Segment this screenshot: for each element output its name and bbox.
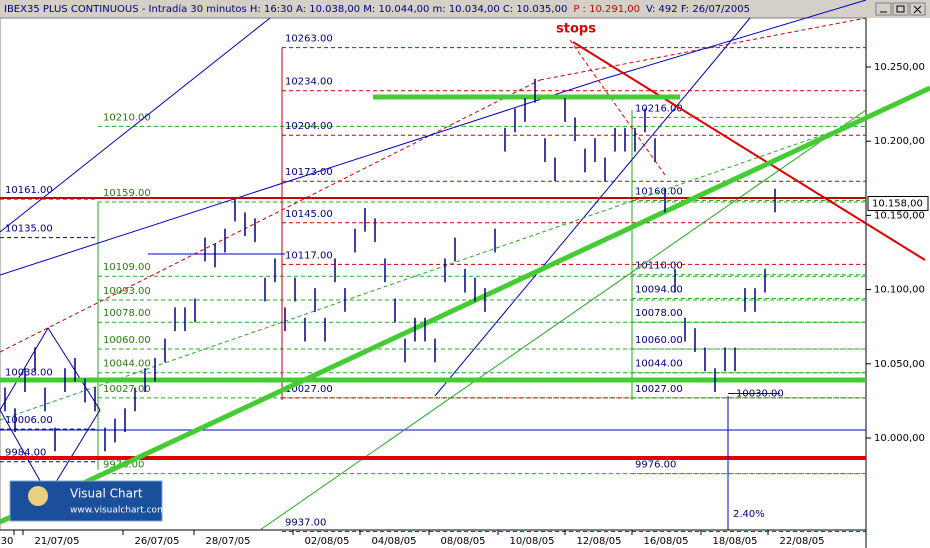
y-tick-label: 10.000,00: [874, 433, 925, 444]
low-marker-label: 10030.00: [736, 388, 784, 399]
level-label: 10027.00: [285, 384, 333, 395]
title-part: IBEX35 PLUS CONTINUOUS - Intradía 30 min…: [4, 3, 567, 15]
channel-line: [0, 79, 601, 276]
y-tick-label: 10.050,00: [874, 359, 925, 370]
x-tick-label: 22/08/05: [780, 536, 825, 547]
level-label: 10216.00: [635, 103, 683, 114]
x-tick-label: 10/08/05: [510, 536, 555, 547]
level-label: 10093.00: [103, 286, 151, 297]
title-part: P : 10.291,00: [573, 4, 640, 15]
resistance-line: [572, 41, 926, 261]
trend-line: [0, 85, 930, 525]
x-tick-label: 04/08/05: [372, 536, 417, 547]
level-label: 10094.00: [635, 284, 683, 295]
channel-line: [599, 0, 867, 81]
level-label: 10117.00: [285, 250, 333, 261]
x-tick-label: 21/07/05: [35, 536, 80, 547]
level-label: 9984.00: [5, 448, 46, 459]
level-label: 10027.00: [103, 384, 151, 395]
logo-icon: [28, 486, 48, 506]
x-tick-label: 28/07/05: [206, 536, 251, 547]
level-label: 10078.00: [103, 308, 151, 319]
title-part: V: 492 F: 26/07/2005: [646, 4, 750, 15]
level-label: 10078.00: [635, 308, 683, 319]
percent-label: 2.40%: [733, 509, 765, 520]
level-label: 10161.00: [5, 185, 53, 196]
y-tick-label: 10.250,00: [874, 62, 925, 73]
maximize[interactable]: [892, 2, 909, 16]
level-label: 10145.00: [285, 209, 333, 220]
level-label: 10044.00: [635, 359, 683, 370]
x-tick-label: 16/08/05: [644, 536, 689, 547]
level-label: 10204.00: [285, 121, 333, 132]
level-label: 9937.00: [285, 517, 326, 528]
level-label: 10135.00: [5, 224, 53, 235]
plot-area: [0, 17, 867, 531]
level-label: 10006.00: [5, 415, 53, 426]
title: IBEX35 PLUS CONTINUOUS - Intradía 30 min…: [4, 3, 750, 15]
y-tick-label: 10.100,00: [874, 285, 925, 296]
level-label: 10109.00: [103, 262, 151, 273]
x-tick-label: 02/08/05: [305, 536, 350, 547]
channel-line: [0, 79, 541, 353]
level-label: 10044.00: [103, 359, 151, 370]
minimize[interactable]: [875, 2, 892, 16]
x-tick-label: 30: [1, 536, 14, 547]
y-tick-label: 10.150,00: [874, 210, 925, 221]
y-tick-label: 10.200,00: [874, 136, 925, 147]
channel-line: [539, 17, 867, 81]
channel-line: [434, 17, 751, 397]
level-label: 10060.00: [103, 335, 151, 346]
level-label: 10038.00: [5, 368, 53, 379]
level-label: 10234.00: [285, 77, 333, 88]
channel-line: [0, 17, 271, 233]
level-label: 9976.00: [635, 460, 676, 471]
level-label: 10027.00: [635, 384, 683, 395]
last-price-label: 10.158,00: [872, 199, 923, 210]
window-buttons[interactable]: [875, 2, 926, 16]
level-label: 10060.00: [635, 335, 683, 346]
x-tick-label: 08/08/05: [441, 536, 486, 547]
logo-url: www.visualchart.com: [70, 506, 166, 516]
level-label: 10210.00: [103, 112, 151, 123]
level-label: 10263.00: [285, 34, 333, 45]
level-label: 10160.00: [635, 187, 683, 198]
logo-name: Visual Chart: [70, 487, 143, 501]
button-icons: [880, 5, 922, 14]
annotation: stops: [556, 22, 596, 37]
x-tick-label: 12/08/05: [577, 536, 622, 547]
x-tick-label: 18/08/05: [713, 536, 758, 547]
drawing-lines: [0, 0, 930, 531]
trend-line: [0, 119, 867, 421]
x-tick-label: 26/07/05: [135, 536, 180, 547]
level-label: 10159.00: [103, 188, 151, 199]
level-label: 10110.00: [635, 261, 683, 272]
level-label: 10173.00: [285, 167, 333, 178]
title-bar: [0, 0, 930, 18]
logo[interactable]: Visual Chart www.visualchart.com: [9, 480, 166, 522]
last-price-box: [867, 196, 929, 212]
